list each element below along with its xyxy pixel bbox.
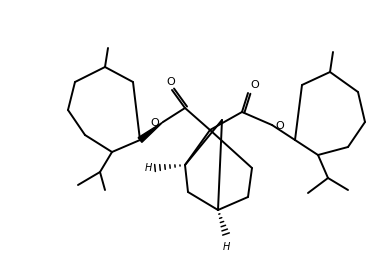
Text: O: O [275,121,284,131]
Text: O: O [250,80,259,90]
Text: H: H [222,242,230,252]
Text: O: O [150,118,159,128]
Polygon shape [138,122,163,142]
Text: O: O [167,77,176,87]
Text: H: H [145,163,152,173]
